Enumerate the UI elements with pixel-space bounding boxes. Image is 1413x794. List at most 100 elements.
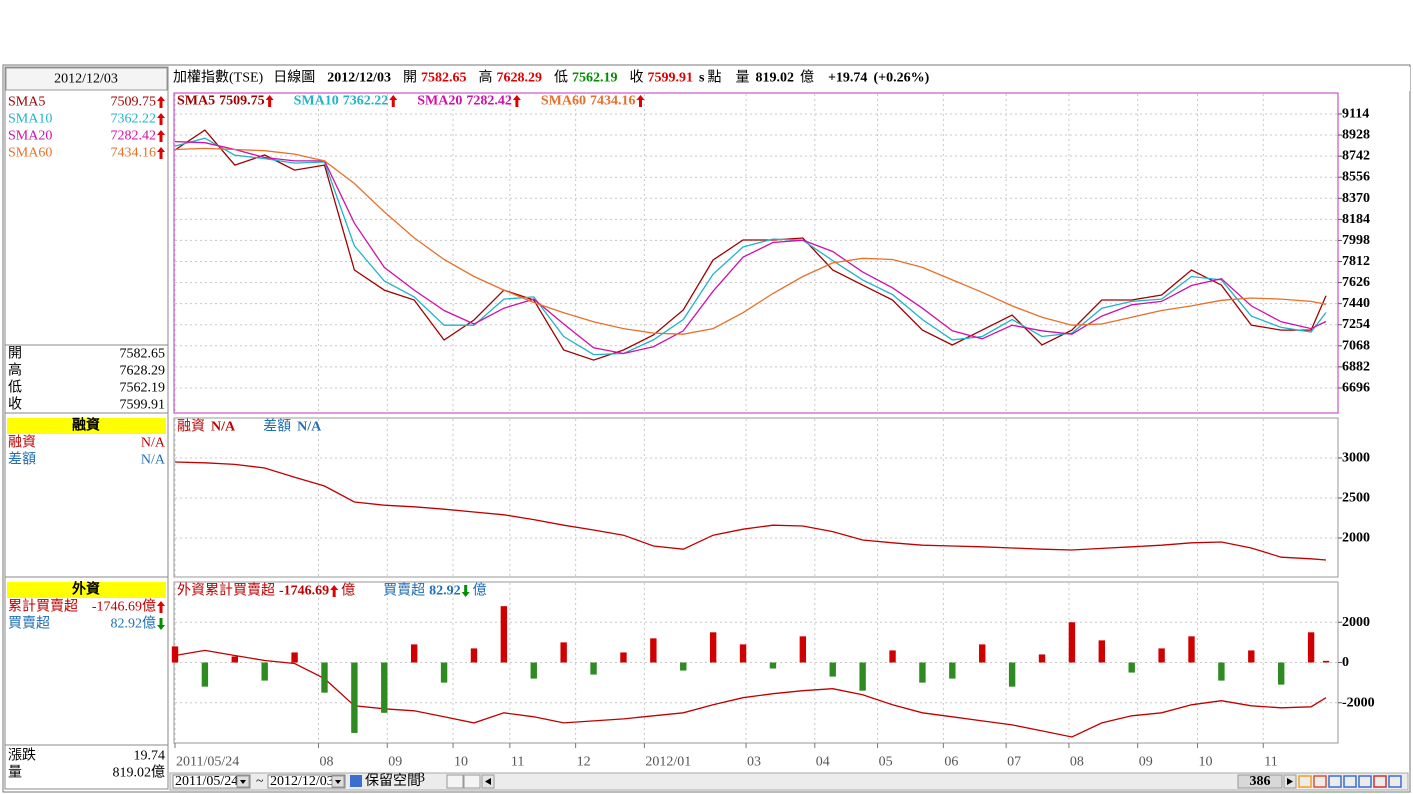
spin-button[interactable] <box>463 774 481 789</box>
bar <box>500 606 508 663</box>
sidebar-margin-value: N/A <box>141 436 166 451</box>
trend-arrow-up <box>157 113 165 125</box>
y-tick-label: 7998 <box>1342 233 1370 248</box>
reserve-icon[interactable] <box>350 775 362 787</box>
legend-value: -1746.69 <box>279 584 329 599</box>
tool-icon[interactable] <box>1328 775 1342 788</box>
bar <box>440 662 448 683</box>
ohlc-value: 7628.29 <box>120 364 166 379</box>
legend-value: 82.92 <box>429 584 461 599</box>
bar <box>1218 662 1225 681</box>
x-tick-label: 2011/05/24 <box>176 755 239 770</box>
high-value: 7628.29 <box>497 71 543 86</box>
bar <box>979 644 986 663</box>
series-line <box>174 140 1327 355</box>
bar <box>739 644 747 663</box>
sidebar-volume-unit: 億 <box>151 765 165 781</box>
sidebar-date: 2012/12/03 <box>54 72 118 87</box>
from-date-select[interactable] <box>172 774 251 789</box>
from-date-select-text: 2011/05/24 <box>175 774 238 789</box>
series-line <box>174 137 1327 356</box>
bar <box>470 648 478 663</box>
bar <box>1307 632 1315 663</box>
sidebar-sma-name: SMA10 <box>8 112 52 127</box>
bar <box>231 656 238 663</box>
dropdown-icon <box>240 780 246 784</box>
spin-button[interactable] <box>446 774 464 789</box>
y-tick-label: 6696 <box>1342 380 1370 395</box>
reserve-value: 3 <box>418 771 425 786</box>
period: 日線圖 <box>273 70 315 86</box>
x-tick-label: 03 <box>747 755 761 770</box>
legend-name: 買賣超 <box>383 583 425 599</box>
bar <box>889 650 896 663</box>
open-value: 7582.65 <box>421 71 467 86</box>
y-tick-label: 8370 <box>1342 191 1370 206</box>
tool-icon[interactable] <box>1343 775 1357 788</box>
tool-icon[interactable] <box>1373 775 1387 788</box>
bar <box>1248 650 1255 663</box>
bar-count: 386 <box>1250 774 1271 789</box>
trend-arrow-up <box>157 96 165 108</box>
sidebar-sma-value: 7509.75 <box>111 95 157 110</box>
sidebar-sma-name: SMA20 <box>8 129 52 144</box>
trend-arrow-down <box>461 585 470 597</box>
legend-name: SMA60 <box>541 94 586 109</box>
x-tick-label: 10 <box>454 755 468 770</box>
bar <box>291 652 298 663</box>
tool-icon[interactable] <box>1388 775 1402 788</box>
bar <box>709 632 717 663</box>
ohlc-value: 7562.19 <box>120 381 166 396</box>
y-tick-label: -2000 <box>1342 695 1375 710</box>
legend-name: 融資 <box>177 419 205 435</box>
y-tick-label: 8928 <box>1342 128 1370 143</box>
bar <box>949 662 956 679</box>
bar <box>1098 640 1106 663</box>
legend-value: 7434.16 <box>590 94 636 109</box>
header-bar <box>170 67 1410 91</box>
sidebar-foreign-unit: 億 <box>142 599 156 615</box>
y-tick-label: 8184 <box>1342 212 1370 227</box>
bar-count-box <box>1237 774 1283 789</box>
y-tick-label: 8742 <box>1342 149 1370 164</box>
bar <box>321 662 328 693</box>
tool-icon[interactable] <box>1298 775 1312 788</box>
x-tick-label: 09 <box>1139 755 1153 770</box>
foreign-header <box>7 582 166 598</box>
x-tick-label: 11 <box>511 755 524 770</box>
series-line <box>174 461 1327 561</box>
tool-icon[interactable] <box>1358 775 1372 788</box>
tool-icon[interactable] <box>1313 775 1327 788</box>
high-label: 高 <box>479 69 493 86</box>
legend-name: 外資累計買賣超 <box>177 583 275 599</box>
y-tick-label: 7440 <box>1342 296 1370 311</box>
y-tick-label: 7812 <box>1342 254 1370 269</box>
legend-name: SMA20 <box>417 94 462 109</box>
x-tick-label: 12 <box>577 755 591 770</box>
unit-s: s <box>699 71 705 86</box>
x-tick-label: 2012/01 <box>645 755 691 770</box>
panel-frame <box>173 92 1339 414</box>
ohlc-label: 低 <box>8 380 22 396</box>
to-date-select[interactable] <box>267 774 346 789</box>
to-date-select-text: 2012/12/03 <box>270 774 334 789</box>
bar <box>1322 660 1330 663</box>
sidebar-margin-name: 差額 <box>8 452 36 468</box>
x-tick-label: 08 <box>320 755 334 770</box>
legend-name: SMA10 <box>294 94 339 109</box>
trend-arrow-up <box>512 95 521 107</box>
scroll-left-icon <box>485 778 491 785</box>
y-tick-label: 6882 <box>1342 359 1370 374</box>
sidebar-sma-value: 7282.42 <box>111 129 157 144</box>
x-tick-label: 04 <box>816 755 830 770</box>
bar <box>799 636 807 663</box>
sidebar-sma-value: 7434.16 <box>111 146 157 161</box>
unit: 點 <box>707 70 721 86</box>
bar <box>261 662 268 681</box>
bar <box>1128 662 1135 673</box>
bar <box>829 662 836 677</box>
x-tick-label: 07 <box>1007 755 1021 770</box>
x-tick-label: 09 <box>388 755 402 770</box>
legend-value: 7282.42 <box>466 94 512 109</box>
